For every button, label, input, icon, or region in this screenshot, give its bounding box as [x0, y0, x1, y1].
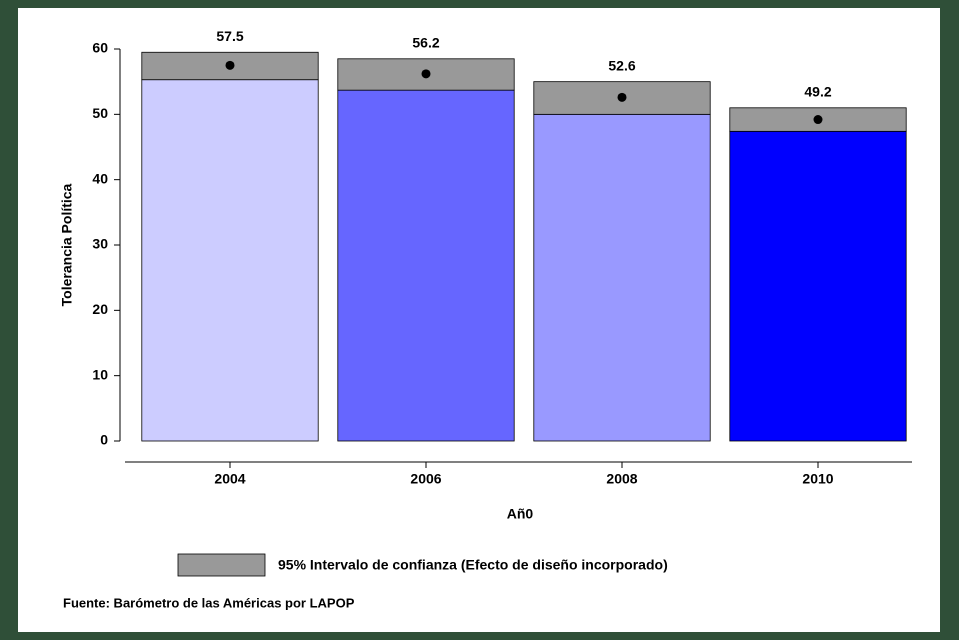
y-tick-label: 30	[92, 236, 108, 252]
mean-point	[225, 60, 235, 70]
y-tick-label: 60	[92, 40, 108, 56]
mean-point	[813, 115, 823, 125]
bar	[141, 79, 319, 442]
value-label: 52.6	[608, 57, 635, 73]
x-tick-label: 2004	[214, 471, 245, 487]
x-tick-label: 2008	[606, 471, 637, 487]
x-tick-label: 2010	[802, 471, 833, 487]
value-label: 56.2	[412, 35, 439, 51]
mean-point	[617, 92, 627, 102]
bar	[337, 89, 515, 442]
y-tick-label: 50	[92, 105, 108, 121]
source-note: Fuente: Barómetro de las Américas por LA…	[63, 595, 355, 610]
x-tick-label: 2006	[410, 471, 441, 487]
x-axis-label: Añ0	[507, 506, 534, 522]
y-tick-label: 40	[92, 170, 108, 186]
mean-point	[421, 69, 431, 79]
legend-swatch	[177, 553, 266, 577]
bar	[729, 130, 907, 442]
legend-label: 95% Intervalo de confianza (Efecto de di…	[278, 557, 668, 573]
value-label: 57.5	[216, 28, 243, 44]
value-label: 49.2	[804, 84, 831, 100]
y-tick-label: 10	[92, 366, 108, 382]
y-tick-label: 0	[100, 432, 108, 448]
y-tick-label: 20	[92, 301, 108, 317]
bar	[533, 113, 711, 442]
y-axis-label: Tolerancia Política	[59, 183, 75, 306]
